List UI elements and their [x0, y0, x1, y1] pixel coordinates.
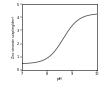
Y-axis label: Zinc stearate soap(mg/dm²): Zinc stearate soap(mg/dm²): [12, 16, 16, 58]
X-axis label: pH: pH: [57, 77, 62, 81]
